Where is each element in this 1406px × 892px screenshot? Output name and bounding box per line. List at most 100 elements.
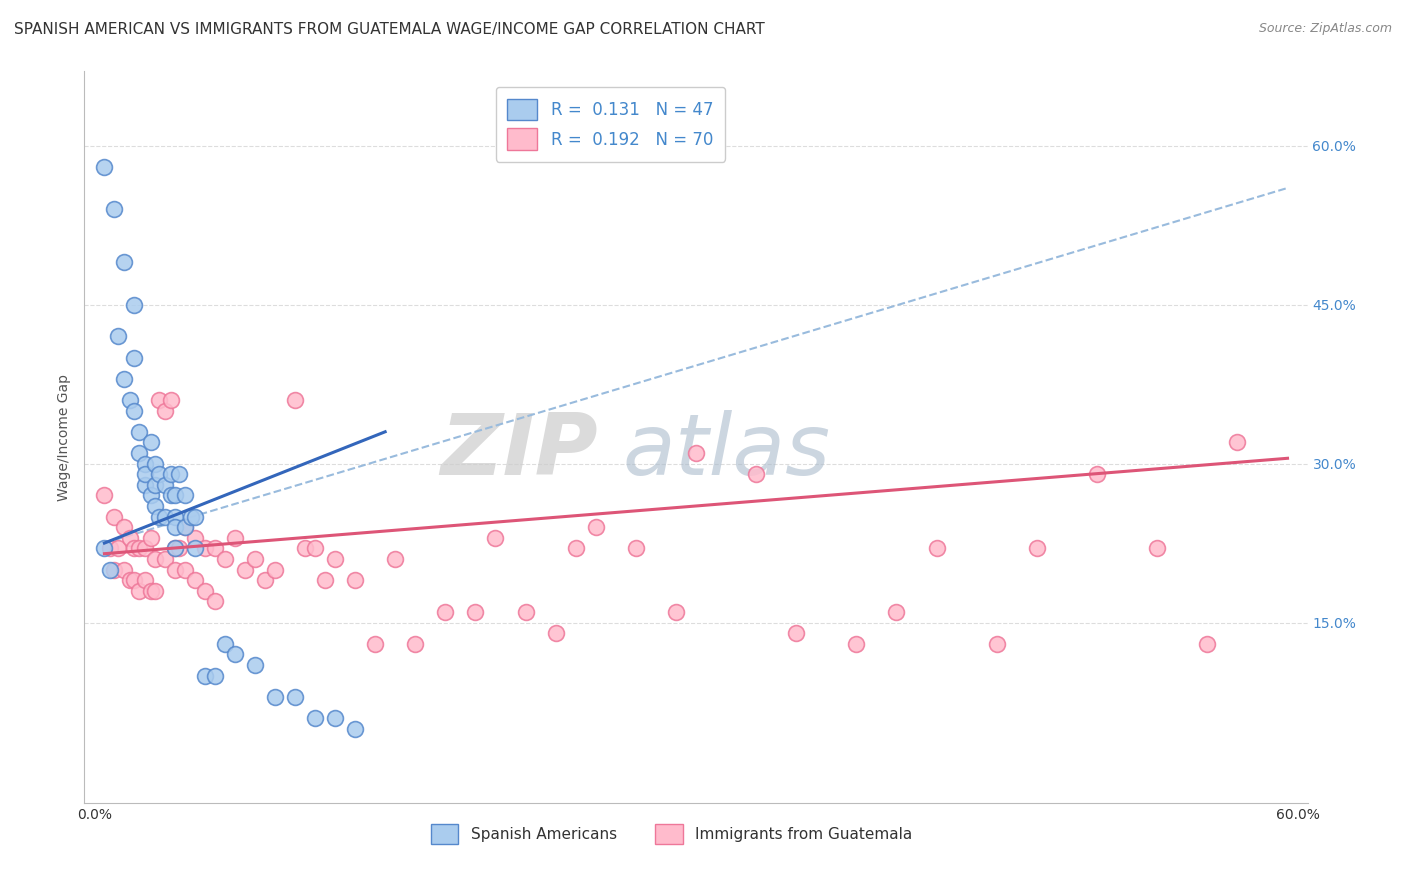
Point bbox=[263, 690, 285, 704]
Legend: Spanish Americans, Immigrants from Guatemala: Spanish Americans, Immigrants from Guate… bbox=[425, 818, 918, 850]
Point bbox=[134, 457, 156, 471]
Point bbox=[114, 255, 136, 269]
Point bbox=[845, 637, 868, 651]
Text: ZIP: ZIP bbox=[440, 410, 598, 493]
Point bbox=[173, 563, 195, 577]
Point bbox=[100, 541, 122, 556]
Point bbox=[128, 425, 150, 439]
Point bbox=[159, 392, 181, 407]
Point bbox=[585, 520, 607, 534]
Point bbox=[163, 563, 186, 577]
Point bbox=[163, 541, 186, 556]
Point bbox=[143, 552, 166, 566]
Point bbox=[434, 605, 457, 619]
Point bbox=[323, 711, 346, 725]
Point bbox=[134, 467, 156, 482]
Point bbox=[124, 403, 146, 417]
Point bbox=[304, 711, 326, 725]
Point bbox=[464, 605, 486, 619]
Point bbox=[153, 477, 176, 491]
Point bbox=[139, 435, 162, 450]
Point bbox=[139, 583, 162, 598]
Point bbox=[1197, 637, 1219, 651]
Point bbox=[93, 541, 115, 556]
Point bbox=[323, 552, 346, 566]
Point bbox=[159, 488, 181, 502]
Point bbox=[114, 372, 136, 386]
Point bbox=[304, 541, 326, 556]
Point bbox=[143, 583, 166, 598]
Point bbox=[886, 605, 908, 619]
Point bbox=[685, 446, 707, 460]
Point bbox=[314, 573, 336, 587]
Point bbox=[183, 531, 205, 545]
Point bbox=[284, 690, 307, 704]
Point bbox=[167, 467, 190, 482]
Point bbox=[564, 541, 586, 556]
Point bbox=[120, 531, 142, 545]
Point bbox=[263, 563, 285, 577]
Point bbox=[344, 722, 367, 736]
Point bbox=[194, 668, 217, 682]
Point bbox=[120, 392, 142, 407]
Point bbox=[103, 563, 125, 577]
Point bbox=[153, 509, 176, 524]
Point bbox=[107, 329, 129, 343]
Point bbox=[665, 605, 688, 619]
Point bbox=[163, 509, 186, 524]
Point bbox=[484, 531, 506, 545]
Point bbox=[93, 160, 115, 174]
Point bbox=[183, 573, 205, 587]
Point bbox=[163, 488, 186, 502]
Point bbox=[167, 541, 190, 556]
Point bbox=[139, 488, 162, 502]
Point bbox=[173, 488, 195, 502]
Point bbox=[194, 541, 217, 556]
Point bbox=[544, 626, 567, 640]
Point bbox=[180, 509, 202, 524]
Point bbox=[204, 541, 226, 556]
Point bbox=[986, 637, 1008, 651]
Point bbox=[139, 531, 162, 545]
Point bbox=[124, 541, 146, 556]
Point bbox=[153, 552, 176, 566]
Point bbox=[173, 520, 195, 534]
Point bbox=[100, 563, 122, 577]
Point bbox=[204, 668, 226, 682]
Y-axis label: Wage/Income Gap: Wage/Income Gap bbox=[58, 374, 72, 500]
Point bbox=[925, 541, 948, 556]
Point bbox=[284, 392, 307, 407]
Point bbox=[214, 637, 236, 651]
Point bbox=[103, 509, 125, 524]
Point bbox=[103, 202, 125, 216]
Point bbox=[120, 573, 142, 587]
Point bbox=[204, 594, 226, 608]
Point bbox=[124, 297, 146, 311]
Point bbox=[1025, 541, 1047, 556]
Point bbox=[159, 467, 181, 482]
Text: SPANISH AMERICAN VS IMMIGRANTS FROM GUATEMALA WAGE/INCOME GAP CORRELATION CHART: SPANISH AMERICAN VS IMMIGRANTS FROM GUAT… bbox=[14, 22, 765, 37]
Point bbox=[344, 573, 367, 587]
Point bbox=[364, 637, 387, 651]
Point bbox=[1146, 541, 1168, 556]
Point bbox=[107, 541, 129, 556]
Point bbox=[173, 520, 195, 534]
Point bbox=[224, 648, 246, 662]
Point bbox=[404, 637, 426, 651]
Point bbox=[143, 499, 166, 513]
Point bbox=[243, 658, 266, 673]
Point bbox=[233, 563, 256, 577]
Point bbox=[124, 351, 146, 365]
Point bbox=[114, 563, 136, 577]
Point bbox=[128, 541, 150, 556]
Point bbox=[384, 552, 406, 566]
Point bbox=[148, 467, 170, 482]
Point bbox=[624, 541, 647, 556]
Point bbox=[785, 626, 807, 640]
Point bbox=[148, 509, 170, 524]
Point bbox=[143, 457, 166, 471]
Point bbox=[143, 477, 166, 491]
Point bbox=[163, 520, 186, 534]
Point bbox=[134, 477, 156, 491]
Point bbox=[148, 392, 170, 407]
